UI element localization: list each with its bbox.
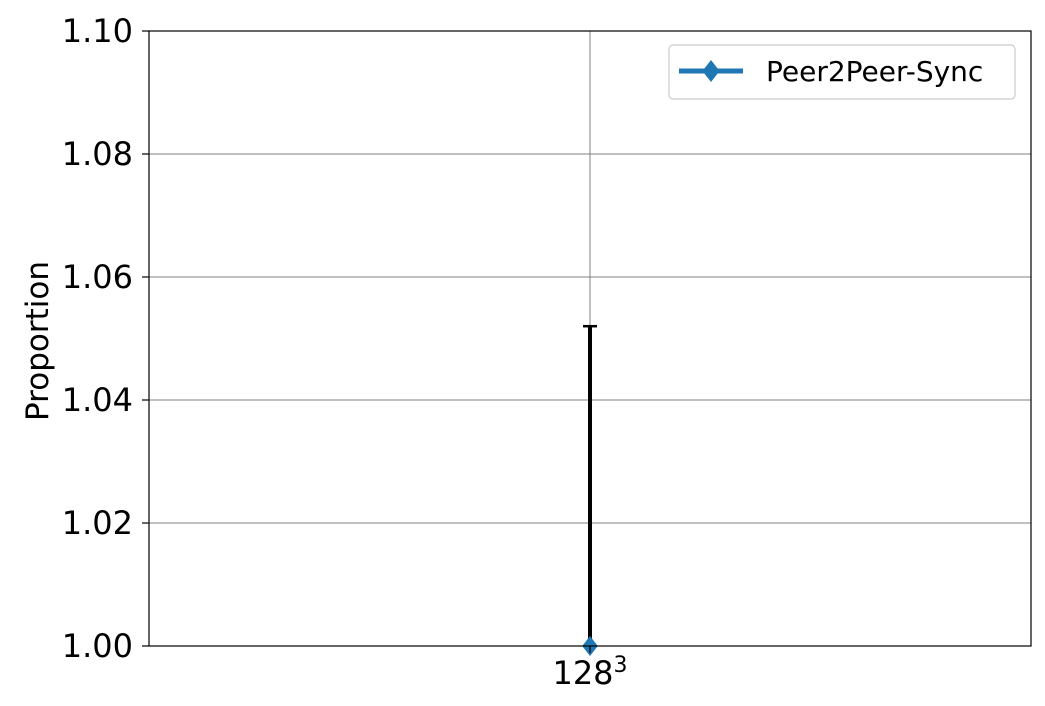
- y-tick-label: 1.10: [62, 12, 133, 50]
- legend-diamond-marker: [702, 60, 720, 82]
- legend-frame: [668, 44, 1016, 100]
- error-bars: [583, 324, 597, 646]
- y-tick-label: 1.02: [62, 504, 133, 542]
- x-tick-label-exponent: 3: [614, 653, 628, 678]
- legend: Peer2Peer-Sync: [668, 44, 1016, 100]
- y-tick-label: 1.06: [62, 258, 133, 296]
- x-tick-label-base: 128: [552, 654, 613, 692]
- y-tick-label: 1.08: [62, 135, 133, 173]
- y-axis-label: Proportion: [20, 261, 56, 421]
- legend-entry-label: Peer2Peer-Sync: [766, 55, 983, 88]
- y-tick-label: 1.04: [62, 381, 133, 419]
- y-tick-label: 1.00: [62, 627, 133, 665]
- y-axis-ticks: 1.00 1.02 1.04 1.06 1.08 1.10: [62, 12, 149, 665]
- x-axis-ticks: 1283: [552, 646, 628, 692]
- x-tick-label: 1283: [552, 653, 627, 692]
